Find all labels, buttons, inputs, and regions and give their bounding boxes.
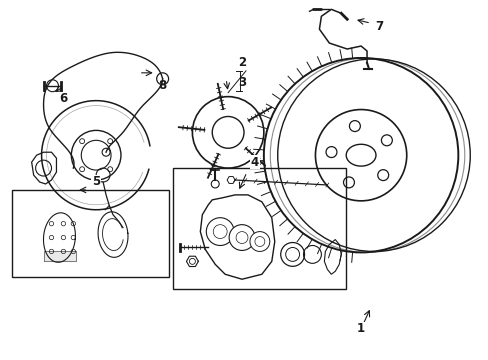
Text: 4: 4 [250,156,259,168]
Text: 2: 2 [238,57,245,69]
Circle shape [229,225,254,251]
Text: 3: 3 [238,76,245,89]
Circle shape [206,218,234,246]
Text: 8: 8 [158,79,166,92]
Text: 5: 5 [92,175,100,189]
Bar [12,190,168,277]
Text: 7: 7 [374,20,382,33]
Text: 6: 6 [59,92,67,105]
Circle shape [249,231,269,251]
Bar [172,168,346,289]
Text: 1: 1 [356,322,365,336]
Polygon shape [43,251,76,261]
